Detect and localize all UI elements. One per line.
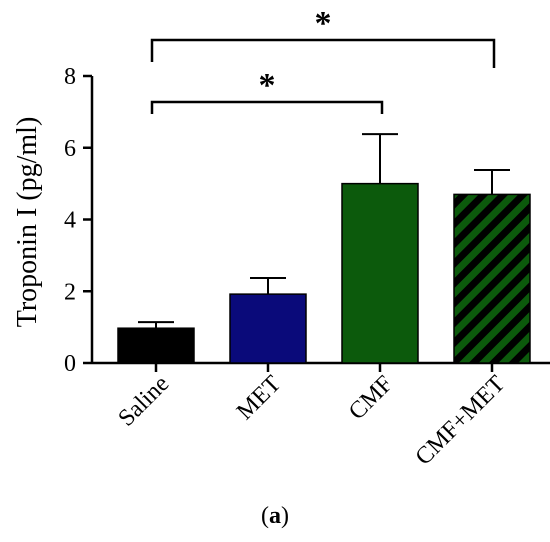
bar-chart: Troponin I (pg/ml) 0 2 4 6 8 Saline MET CMF CMF+… <box>12 5 550 470</box>
x-tick-label: MET <box>232 371 286 425</box>
y-tick-label: 0 <box>64 351 76 377</box>
y-tick-label: 4 <box>64 208 76 234</box>
x-tick-label: CMF+MET <box>411 371 511 471</box>
bar-cmf <box>341 182 419 364</box>
y-axis-label: Troponin I (pg/ml) <box>12 117 43 328</box>
y-tick-label: 2 <box>64 279 76 305</box>
bar-cmf-met <box>453 193 531 364</box>
significance-bracket <box>150 100 384 114</box>
caption-letter: a <box>269 503 281 529</box>
y-tick-label: 8 <box>64 64 76 90</box>
bar-met <box>229 293 307 364</box>
significance-marker: * <box>259 67 276 104</box>
x-tick-label: Saline <box>113 371 174 432</box>
significance-marker: * <box>315 5 332 42</box>
significance-bracket <box>150 38 496 68</box>
bar-saline <box>117 327 195 364</box>
x-tick-label: CMF <box>344 371 398 425</box>
plot-area: 0 2 4 6 8 Saline MET CMF CMF+MET * * <box>64 5 550 470</box>
y-tick-label: 6 <box>64 136 76 162</box>
figure-caption: (a) <box>261 503 289 529</box>
